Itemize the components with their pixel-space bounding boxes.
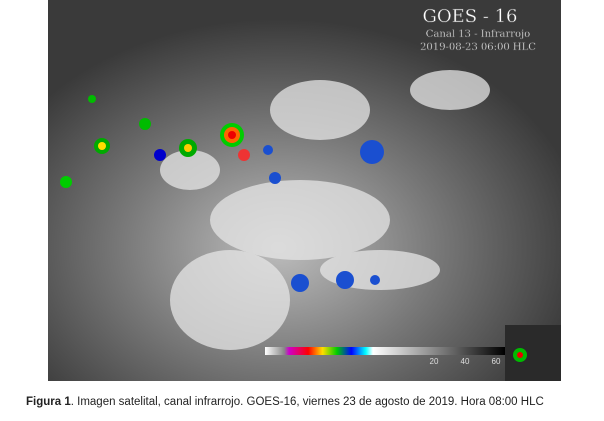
clouds [160,70,490,350]
storm-cells [60,95,384,292]
storm-cell [517,352,523,358]
image-title: GOES - 16 [422,6,517,27]
colorbar [265,347,505,355]
colorbar-ticks: 20 40 60 [430,357,501,366]
caption-label: Figura 1 [26,396,71,408]
caption: Figura 1. Imagen satelital, canal infrar… [26,396,544,408]
satellite-figure: GOES - 16 Canal 13 - Infrarrojo 2019-08-… [48,0,561,381]
image-channel: Canal 13 - Infrarrojo [426,29,530,40]
colorbar-tick-label: 60 [492,357,501,366]
colorbar-tick-label: 20 [430,357,439,366]
image-timestamp: 2019-08-23 06:00 HLC [420,42,536,53]
caption-text: . Imagen satelital, canal infrarrojo. GO… [70,396,544,408]
colorbar-tick-label: 40 [461,357,470,366]
